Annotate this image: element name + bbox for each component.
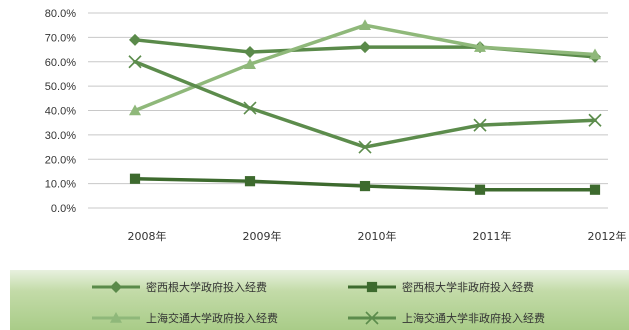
y-tick-label: 20.0% xyxy=(45,154,76,166)
data-point xyxy=(244,58,256,69)
y-tick-label: 40.0% xyxy=(45,106,76,118)
data-point xyxy=(128,55,142,69)
data-point xyxy=(244,176,256,187)
series-1 xyxy=(129,33,601,63)
y-axis-ticks: 0.0% 10.0% 20.0% 30.0% 40.0% 50.0% 60.0% 70.0% 8… xyxy=(45,8,76,215)
x-axis-ticks: 2008年 2009年 2010年 2011年 2012年 xyxy=(128,229,627,243)
data-point xyxy=(359,41,371,54)
series-4 xyxy=(128,55,602,154)
x-tick-label: 2008年 xyxy=(128,229,167,243)
x-tick-label: 2009年 xyxy=(243,229,282,243)
data-point xyxy=(359,19,371,30)
y-tick-label: 30.0% xyxy=(45,130,76,142)
legend-marker xyxy=(110,281,122,293)
data-point xyxy=(589,184,601,195)
data-point xyxy=(244,46,256,58)
data-point xyxy=(129,173,141,184)
data-point xyxy=(588,113,602,127)
data-point xyxy=(589,48,601,60)
legend-label: 上海交通大学政府投入经费 xyxy=(146,311,278,325)
x-tick-label: 2010年 xyxy=(358,229,397,243)
data-point xyxy=(243,101,257,115)
data-point xyxy=(474,184,486,195)
legend-label: 密西根大学非政府投入经费 xyxy=(402,280,534,294)
series-line xyxy=(133,23,597,113)
series-3 xyxy=(129,19,601,116)
y-tick-label: 80.0% xyxy=(45,8,76,20)
y-tick-label: 70.0% xyxy=(45,32,76,44)
legend-marker xyxy=(110,312,122,323)
data-point xyxy=(359,180,371,192)
data-point xyxy=(129,33,141,46)
y-tick-label: 60.0% xyxy=(45,57,76,69)
legend-label: 密西根大学政府投入经费 xyxy=(146,280,267,294)
series xyxy=(128,19,602,195)
series-line xyxy=(133,60,597,149)
data-point xyxy=(473,118,487,132)
data-point xyxy=(129,104,141,116)
x-tick-label: 2012年 xyxy=(588,229,627,243)
legend-item: 密西根大学非政府投入经费 xyxy=(348,280,534,294)
data-point xyxy=(474,41,486,52)
legend-item: 密西根大学政府投入经费 xyxy=(92,280,267,294)
y-tick-label: 10.0% xyxy=(45,179,76,191)
data-point xyxy=(358,140,372,154)
x-tick-label: 2011年 xyxy=(473,229,512,243)
legend-label: 上海交通大学非政府投入经费 xyxy=(402,311,545,325)
series-2 xyxy=(129,173,601,195)
legend-marker xyxy=(366,281,378,293)
y-tick-label: 0.0% xyxy=(51,203,76,215)
legend-marker xyxy=(365,311,379,325)
legend-item: 上海交通大学政府投入经费 xyxy=(92,311,278,325)
y-tick-label: 50.0% xyxy=(45,81,76,93)
legend-item: 上海交通大学非政府投入经费 xyxy=(348,311,545,325)
